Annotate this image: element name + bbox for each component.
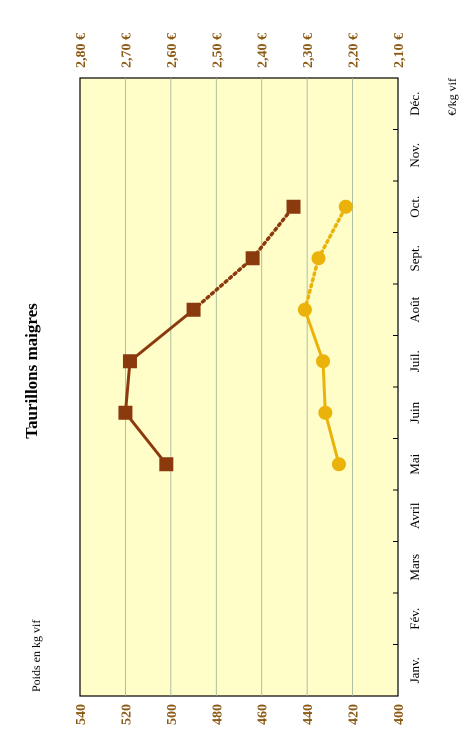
month-label: Déc.	[407, 92, 422, 116]
series-1-point	[245, 251, 260, 266]
left-axis-ticks: 400 420 440 460 480 500 520 540	[74, 704, 407, 725]
month-label: Juin	[407, 401, 422, 423]
left-axis-label: Poids en kg vif	[29, 620, 43, 692]
series-0-point	[338, 199, 353, 214]
month-tick-marks	[393, 77, 398, 697]
series-layer	[118, 199, 353, 472]
month-label: Mai	[407, 453, 422, 474]
month-label: Août	[407, 296, 422, 322]
right-axis-label: €/kg vif	[445, 78, 459, 116]
month-label: Avril	[407, 502, 422, 529]
series-0-segment	[316, 205, 348, 260]
left-tick-label: 540	[74, 704, 89, 725]
month-label: Juil.	[407, 350, 422, 372]
series-1-point	[186, 302, 201, 317]
series-1-point	[118, 405, 133, 420]
series-0-point	[331, 457, 346, 472]
left-tick-label: 520	[119, 704, 134, 725]
series-1-point	[286, 199, 301, 214]
series-0-point	[311, 251, 326, 266]
right-tick-label: 2,70 €	[119, 33, 134, 68]
right-tick-label: 2,20 €	[347, 33, 362, 68]
series-0-point	[316, 354, 331, 369]
plot-area	[79, 77, 399, 697]
month-label: Janv.	[407, 657, 422, 683]
series-0-segment	[303, 308, 325, 363]
series-1-segment	[128, 308, 196, 363]
series-1-segment	[191, 256, 255, 312]
right-tick-label: 2,40 €	[256, 33, 271, 68]
right-tick-label: 2,50 €	[210, 33, 225, 68]
month-label: Oct.	[407, 196, 422, 218]
series-1-segment	[123, 359, 132, 415]
series-0-segment	[321, 359, 327, 415]
series-0-segment	[323, 411, 341, 466]
series-1-segment	[250, 205, 296, 260]
month-labels: Janv. Fév. Mars Avril Mai Juin Juil. Août Sept. O…	[407, 92, 422, 684]
left-tick-label: 400	[392, 704, 407, 725]
chart-title: Taurillons maigres	[22, 303, 41, 439]
series-0-point	[297, 302, 312, 317]
left-tick-label: 500	[165, 704, 180, 725]
grid-lines	[125, 78, 353, 696]
right-tick-label: 2,80 €	[74, 33, 89, 68]
right-tick-label: 2,30 €	[301, 33, 316, 68]
month-label: Fév.	[407, 608, 422, 630]
left-tick-label: 440	[301, 704, 316, 725]
left-tick-label: 480	[210, 704, 225, 725]
left-tick-label: 460	[256, 704, 271, 725]
month-label: Sept.	[407, 245, 422, 271]
month-label: Nov.	[407, 143, 422, 168]
left-tick-label: 420	[347, 704, 362, 725]
right-tick-label: 2,60 €	[165, 33, 180, 68]
series-1-segment	[123, 411, 168, 466]
series-1-point	[122, 354, 137, 369]
month-label: Mars	[407, 554, 422, 581]
right-tick-label: 2,10 €	[392, 33, 407, 68]
right-axis-ticks: 2,10 € 2,20 € 2,30 € 2,40 € 2,50 € 2,60 € 2,70…	[74, 33, 407, 68]
series-0-point	[318, 405, 333, 420]
series-1-point	[159, 457, 174, 472]
series-0-segment	[303, 256, 321, 312]
